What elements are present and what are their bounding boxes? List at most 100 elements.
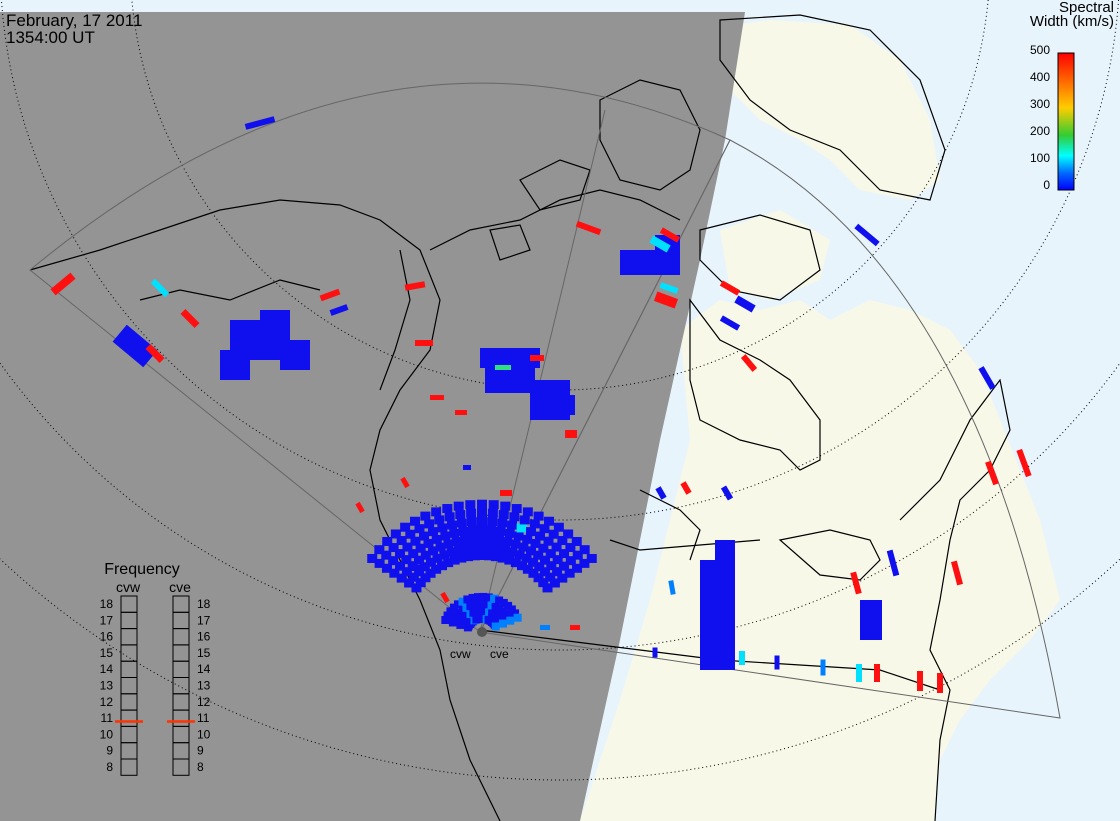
- echo-cell: [495, 596, 504, 605]
- echo-cell: [432, 553, 443, 563]
- echo-cell: [453, 501, 464, 511]
- echo-cell: [487, 601, 496, 610]
- echo-cell: [443, 558, 454, 568]
- echo-cell: [517, 561, 527, 571]
- echo-cell: [466, 602, 475, 611]
- colorbar-tick: 100: [1030, 151, 1050, 165]
- echo-cell: [511, 504, 522, 514]
- echo-cell: [437, 561, 447, 571]
- echo-cell: [978, 366, 996, 390]
- echo-cell: [507, 547, 518, 557]
- echo-cell: [551, 542, 562, 552]
- echo-cell: [620, 250, 655, 275]
- echo-cell: [434, 515, 445, 525]
- frequency-box: [172, 758, 190, 776]
- echo-cell: [419, 531, 429, 541]
- echo-cell: [410, 516, 420, 526]
- echo-cell: [470, 551, 481, 561]
- echo-cell: [428, 546, 438, 556]
- echo-cell: [456, 553, 467, 563]
- echo-cell: [455, 510, 466, 520]
- frequency-radar-label-cve: cve: [169, 579, 191, 595]
- day-land-greenland: [700, 20, 940, 200]
- echo-cell: [112, 324, 158, 368]
- echo-cell: [534, 562, 545, 572]
- frequency-tick-right: 10: [197, 727, 211, 741]
- echo-cell: [498, 510, 509, 520]
- echo-cell: [424, 519, 435, 529]
- echo-cell: [473, 593, 482, 602]
- echo-cell: [415, 340, 433, 346]
- colorbar-tick: 0: [1043, 178, 1050, 192]
- colorbar-title-line1: Spectral: [1058, 0, 1114, 16]
- echo-cell: [388, 556, 399, 566]
- echo-cell: [719, 315, 741, 331]
- echo-cell: [540, 395, 575, 415]
- frequency-tick-left: 9: [106, 744, 113, 758]
- frequency-tick-left: 11: [101, 711, 114, 725]
- echo-cell: [495, 526, 506, 536]
- echo-cell: [739, 651, 745, 665]
- echo-cell: [405, 529, 416, 539]
- echo-cell: [655, 486, 667, 500]
- echo-cell: [415, 543, 426, 553]
- echo-cell: [404, 578, 415, 588]
- echo-cell: [539, 567, 550, 577]
- echo-cell: [390, 529, 401, 539]
- echo-cell: [419, 562, 430, 572]
- echo-cell: [680, 481, 692, 495]
- echo-cell: [484, 593, 493, 602]
- echo-cell: [446, 520, 457, 530]
- echo-cell: [917, 671, 923, 691]
- echo-cell: [423, 538, 434, 548]
- echo-cell: [430, 395, 444, 400]
- echo-cell: [453, 600, 462, 609]
- echo-cell: [854, 223, 880, 247]
- echo-cell: [469, 542, 480, 552]
- echo-cell: [519, 515, 530, 525]
- echo-cell: [511, 609, 520, 618]
- echo-cell: [435, 542, 446, 552]
- colorbar-tick: 200: [1030, 124, 1050, 138]
- echo-cell: [490, 552, 501, 562]
- echo-cell: [522, 534, 533, 544]
- echo-cell: [565, 556, 576, 566]
- echo-cell: [425, 557, 436, 567]
- colorbar-gradient: [1057, 52, 1075, 191]
- echo-cell: [458, 597, 467, 606]
- echo-cell: [720, 485, 734, 501]
- echo-cell: [431, 534, 442, 544]
- echo-cell: [668, 580, 676, 595]
- frequency-tick-right: 17: [197, 613, 211, 627]
- frequency-tick-right: 15: [197, 646, 211, 660]
- echo-cell: [522, 564, 533, 574]
- frequency-tick-right: 18: [197, 597, 211, 611]
- echo-cell: [486, 525, 497, 535]
- echo-cell: [458, 526, 469, 536]
- echo-cell: [500, 501, 511, 511]
- echo-cell: [415, 578, 426, 588]
- echo-cell: [463, 595, 472, 604]
- colorbar-tick: 500: [1030, 43, 1050, 57]
- echo-cell: [579, 558, 590, 568]
- echo-cell: [659, 227, 681, 243]
- echo-cell: [459, 535, 470, 545]
- echo-cell: [374, 558, 385, 568]
- echo-cell: [485, 534, 496, 544]
- frequency-title: Frequency: [104, 561, 180, 578]
- echo-cell: [220, 350, 250, 380]
- echo-cell: [410, 565, 422, 571]
- echo-cell: [400, 522, 411, 532]
- echo-cell: [431, 507, 442, 517]
- echo-cell: [507, 520, 518, 530]
- colorbar: 500 400 300 200 100 0: [1030, 43, 1075, 192]
- echo-cell: [474, 600, 483, 609]
- echo-cell: [431, 564, 442, 574]
- echo-cell: [461, 543, 472, 553]
- echo-cell: [479, 600, 488, 609]
- echo-cell: [453, 545, 464, 555]
- echo-cell: [145, 343, 165, 364]
- date-label: February, 17 2011: [6, 11, 143, 30]
- echo-cell: [427, 527, 438, 537]
